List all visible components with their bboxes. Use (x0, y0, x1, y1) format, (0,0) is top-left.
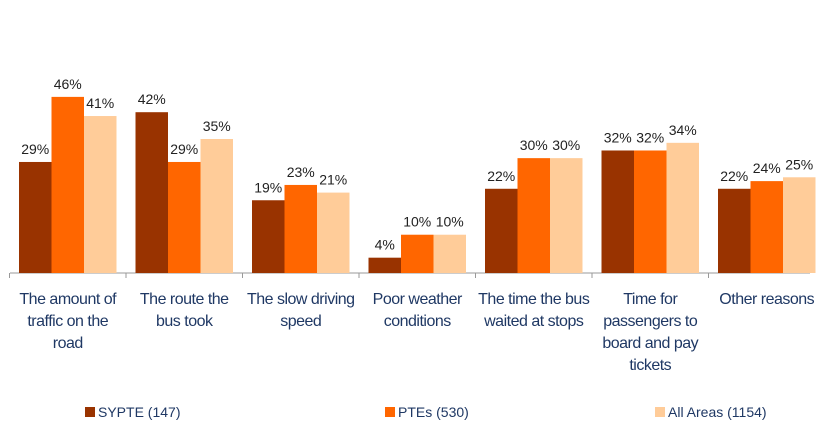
legend-swatch (655, 407, 665, 417)
data-label: 22% (720, 168, 748, 184)
data-label: 42% (138, 91, 166, 107)
bar (368, 257, 401, 273)
data-label: 19% (254, 179, 282, 195)
bar (601, 150, 634, 273)
bar (135, 112, 168, 273)
data-label: 4% (375, 237, 395, 253)
data-label: 34% (669, 122, 697, 138)
x-tick-label: The amount of traffic on the road (19, 291, 117, 352)
legend-item: PTEs (530) (385, 404, 469, 420)
legend-label: SYPTE (147) (98, 404, 181, 420)
bar (783, 177, 816, 273)
legend-item: SYPTE (147) (85, 404, 180, 420)
bar (433, 234, 466, 273)
bar (19, 161, 52, 273)
bar (750, 181, 783, 273)
x-tick-label: Time for passengers to board and pay tic… (602, 291, 699, 374)
data-label: 10% (403, 214, 431, 230)
data-label: 30% (552, 137, 580, 153)
x-tick-label: Other reasons (719, 291, 815, 308)
x-tick-label: The route the bus took (139, 291, 229, 330)
x-tick-label: The time the bus waited at stops (478, 291, 590, 330)
bar (84, 116, 117, 274)
data-label: 46% (54, 76, 82, 92)
data-label: 25% (785, 156, 813, 172)
bar (200, 139, 233, 273)
legend-label: All Areas (1154) (668, 404, 767, 420)
legend-swatch (385, 407, 395, 417)
x-tick-label: Poor weather conditions (372, 291, 463, 330)
data-label: 21% (319, 172, 347, 188)
bar (634, 150, 667, 273)
data-label: 24% (753, 160, 781, 176)
bar (252, 200, 285, 273)
bar (317, 192, 350, 273)
bar (517, 158, 550, 273)
data-label: 29% (170, 141, 198, 157)
bar (284, 184, 317, 273)
bar (485, 188, 518, 273)
data-label: 35% (203, 118, 231, 134)
data-label: 10% (436, 214, 464, 230)
data-label: 29% (21, 141, 49, 157)
legend-item: All Areas (1154) (655, 404, 767, 420)
bar (718, 188, 751, 273)
bar (666, 142, 699, 273)
data-label: 32% (636, 129, 664, 145)
data-label: 32% (604, 129, 632, 145)
legend-label: PTEs (530) (398, 404, 469, 420)
x-tick-label: The slow driving speed (246, 291, 355, 330)
bar (401, 234, 434, 273)
data-label: 23% (287, 164, 315, 180)
data-label: 30% (520, 137, 548, 153)
bar (168, 161, 201, 273)
bar (51, 96, 84, 273)
bar (550, 158, 583, 273)
data-label: 22% (487, 168, 515, 184)
legend-swatch (85, 407, 95, 417)
data-label: 41% (86, 95, 114, 111)
